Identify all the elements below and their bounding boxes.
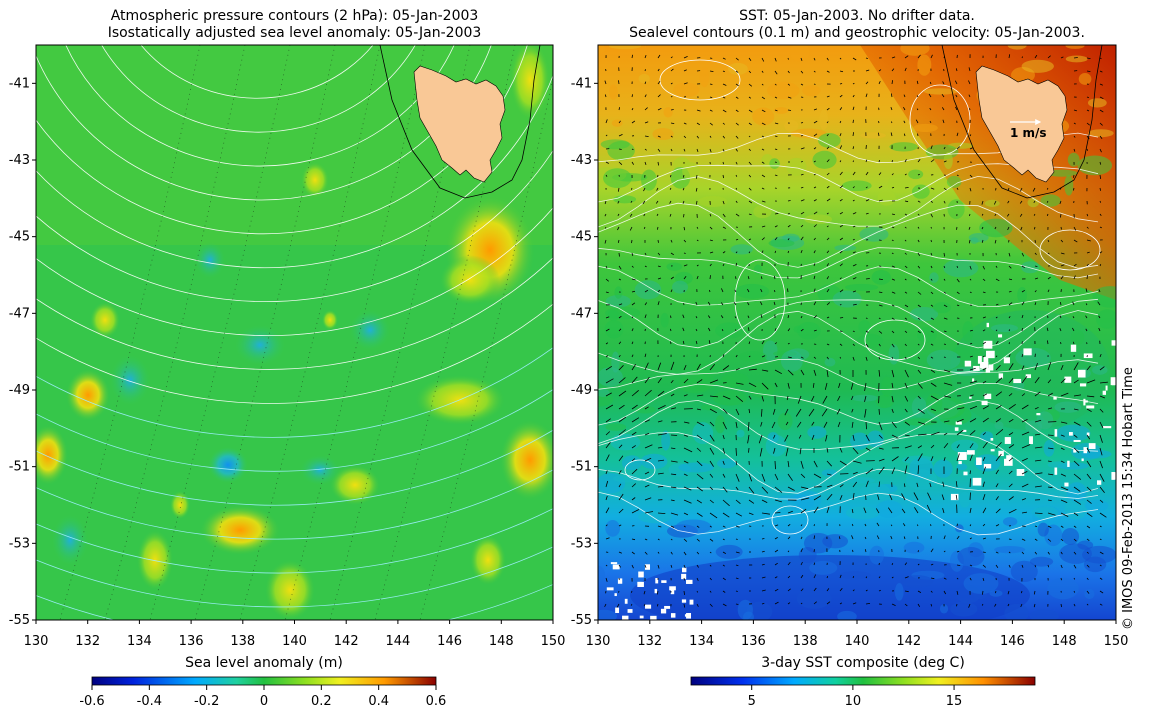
sst-colorbar-label: 3-day SST composite (deg C) (761, 655, 965, 671)
colorbar-tick-label: 0 (260, 694, 268, 709)
continental-shelf-right (941, 45, 1103, 199)
colorbar-tick-label: -0.6 (79, 694, 104, 709)
sea-level-contours (598, 59, 1101, 536)
colorbar-tick-label: 0.4 (368, 694, 389, 709)
right-title: SST: 05-Jan-2003. No drifter data. Seale… (598, 8, 1116, 42)
lon-tick-label: 142 (896, 634, 921, 649)
lon-tick-label: 140 (845, 634, 870, 649)
lat-tick-label: -47 (9, 306, 30, 321)
sla-colorbar-bar (91, 676, 437, 686)
sla-colorbar: -0.6 -0.4 -0.2 0 0.2 0.4 0.6 (79, 676, 447, 709)
lon-tick-label: 146 (437, 634, 462, 649)
lon-tick-label: 132 (75, 634, 100, 649)
lon-tick-label: 130 (586, 634, 611, 649)
velocity-scale-label: 1 m/s (1010, 126, 1047, 140)
sla-colorbar-label: Sea level anomaly (m) (185, 655, 343, 671)
tasmania-land (413, 65, 506, 183)
lat-tick-label: -55 (9, 613, 30, 628)
colorbar-tick-label: 5 (748, 694, 756, 709)
lat-tick-label: -53 (9, 536, 30, 551)
lon-tick-label: 142 (334, 634, 359, 649)
left-title-line2: Isostatically adjusted sea level anomaly… (107, 25, 482, 41)
right-title-line1: SST: 05-Jan-2003. No drifter data. (739, 8, 975, 24)
credit-text: © IMOS 09-Feb-2013 15:34 Hobart Time (1121, 367, 1136, 630)
lon-tick-label: 144 (948, 634, 973, 649)
tasmania-land-right (975, 65, 1068, 183)
lat-tick-label: -41 (571, 76, 592, 91)
lat-tick-label: -51 (9, 460, 30, 475)
lat-tick-label: -53 (571, 536, 592, 551)
lat-tick-label: -41 (9, 76, 30, 91)
lon-tick-label: 130 (24, 634, 49, 649)
right-title-line2: Sealevel contours (0.1 m) and geostrophi… (629, 25, 1085, 41)
lon-tick-label: 134 (127, 634, 152, 649)
colorbar-tick-label: 10 (845, 694, 862, 709)
lon-tick-label: 136 (741, 634, 766, 649)
lon-tick-label: 148 (489, 634, 514, 649)
left-title: Atmospheric pressure contours (2 hPa): 0… (36, 8, 553, 42)
lon-tick-label: 132 (637, 634, 662, 649)
continental-shelf (379, 45, 541, 199)
lon-tick-label: 140 (282, 634, 307, 649)
left-title-line1: Atmospheric pressure contours (2 hPa): 0… (110, 8, 479, 24)
lat-tick-label: -43 (571, 153, 592, 168)
lat-tick-label: -49 (9, 383, 30, 398)
geostrophic-velocity-arrows (604, 54, 1108, 608)
colorbar-tick-label: 15 (946, 694, 963, 709)
sst-colorbar-bar (690, 676, 1036, 686)
lat-tick-label: -49 (571, 383, 592, 398)
sst-colorbar: 5 10 15 (690, 676, 1036, 709)
colorbar-tick-label: 0.2 (311, 694, 332, 709)
lat-tick-label: -45 (571, 230, 592, 245)
left-map (36, 45, 553, 620)
lat-tick-label: -43 (9, 153, 30, 168)
lon-tick-label: 150 (541, 634, 566, 649)
lat-tick-label: -51 (571, 460, 592, 475)
lon-tick-label: 134 (689, 634, 714, 649)
colorbar-tick-label: 0.6 (426, 694, 447, 709)
colorbar-tick-label: -0.4 (137, 694, 162, 709)
axis-labels: -41 -41 -43 -43 -45 -45 -47 -47 -49 -49 -51 -51 -53 -… (9, 76, 1129, 649)
lon-tick-label: 150 (1104, 634, 1129, 649)
velocity-scale: 1 m/s (1010, 119, 1047, 140)
colorbar-tick-label: -0.2 (194, 694, 219, 709)
cloud-gaps (606, 322, 1116, 620)
lat-tick-label: -47 (571, 306, 592, 321)
lon-tick-label: 138 (230, 634, 255, 649)
lon-tick-label: 136 (179, 634, 204, 649)
lon-tick-label: 148 (1052, 634, 1077, 649)
lon-tick-label: 138 (793, 634, 818, 649)
lat-tick-label: -45 (9, 230, 30, 245)
lat-tick-label: -55 (571, 613, 592, 628)
right-map: 1 m/s (598, 45, 1116, 620)
lon-tick-label: 146 (1000, 634, 1025, 649)
lon-tick-label: 144 (385, 634, 410, 649)
